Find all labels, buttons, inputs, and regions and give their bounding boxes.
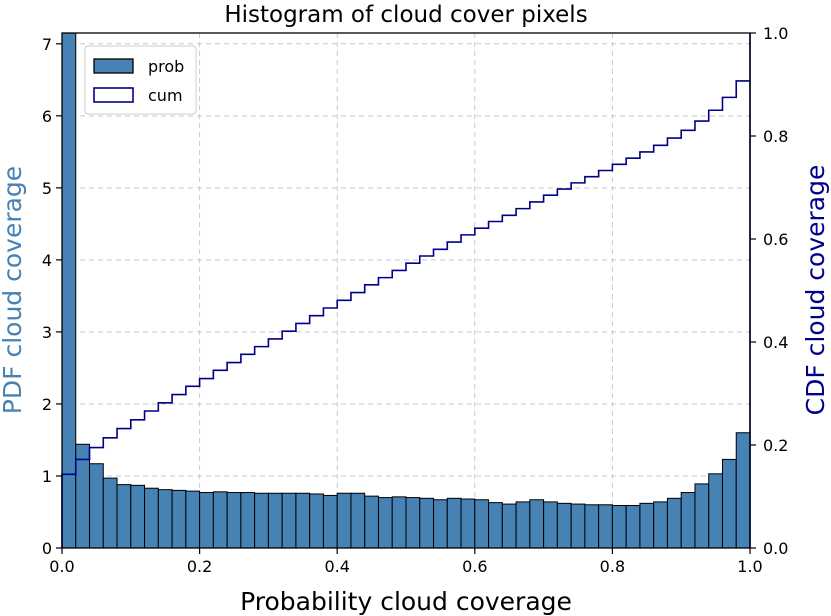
y-axis-left-label: PDF cloud coverage (0, 166, 27, 414)
y-left-tick-label: 3 (42, 323, 52, 342)
y-right-tick-label: 0.2 (763, 436, 788, 455)
histogram-bar (364, 495, 379, 549)
axes-frame (61, 32, 751, 549)
histogram-bar (639, 502, 655, 549)
histogram-bar (584, 504, 600, 549)
pdf-bars (61, 32, 751, 549)
y-right-tick-label: 0.8 (763, 127, 788, 146)
histogram-bar (680, 492, 696, 549)
histogram-bar (625, 505, 641, 549)
histogram-bar (309, 493, 324, 549)
histogram-bar (350, 492, 366, 549)
y-left-tick-label: 7 (42, 35, 52, 54)
x-tick-label: 0.2 (187, 557, 212, 576)
y-right-tick-label: 0.4 (763, 333, 788, 352)
histogram-bar (446, 497, 462, 549)
y-left-tick-label: 6 (42, 107, 52, 126)
histogram-bar (267, 492, 283, 549)
y-right-tick-label: 0.6 (763, 230, 788, 249)
histogram-bar (529, 499, 545, 549)
histogram-bar (322, 494, 338, 549)
histogram-bar (666, 497, 682, 549)
y-left-tick-label: 2 (42, 395, 52, 414)
legend-prob-swatch (93, 58, 134, 74)
histogram-bar (295, 492, 311, 549)
histogram-bar (433, 499, 448, 549)
legend-cum-label: cum (148, 86, 183, 105)
histogram-bar (61, 32, 77, 549)
histogram-bar (336, 492, 352, 549)
y-right-tick-label: 0.0 (763, 539, 788, 558)
histogram-bar (735, 432, 751, 549)
histogram-bar (474, 499, 490, 549)
histogram-bar (185, 490, 201, 549)
x-tick-label: 0.4 (324, 557, 349, 576)
histogram-bar (199, 492, 214, 549)
histogram-bar (419, 497, 435, 549)
y-left-tick-label: 0 (42, 539, 52, 558)
histogram-bar (405, 497, 421, 549)
histogram-bar (515, 501, 531, 549)
histogram-bar (501, 503, 517, 549)
y-left-tick-label: 1 (42, 467, 52, 486)
x-axis-label: Probability cloud coverage (240, 587, 572, 616)
x-tick-label: 0.0 (49, 557, 74, 576)
histogram-bar (102, 477, 118, 549)
x-tick-label: 0.6 (462, 557, 487, 576)
legend-prob-label: prob (148, 57, 184, 76)
x-tick-label: 0.8 (600, 557, 625, 576)
histogram-bar (130, 484, 146, 549)
y-right-tick-label: 1.0 (763, 24, 788, 43)
histogram-bar (556, 502, 572, 549)
histogram-bar (460, 498, 476, 549)
histogram-bar (598, 504, 613, 549)
x-tick-label: 1.0 (737, 557, 762, 576)
y-axis-right-label: CDF cloud coverage (801, 165, 830, 416)
histogram-bar (281, 492, 297, 549)
histogram-bar (89, 463, 104, 549)
legend: prob cum (84, 45, 197, 115)
axis-ticks: 0.0 0.2 0.4 0.6 0.8 1.0 0 1 2 3 4 5 6 7 0.0 0.2 0.4 0.6 0.… (42, 24, 789, 576)
y-left-tick-label: 5 (42, 179, 52, 198)
legend-cum-swatch (93, 87, 134, 103)
histogram-bar (171, 489, 187, 549)
cdf-step-line (61, 33, 751, 548)
histogram-bar (708, 473, 723, 549)
histogram-bar (611, 505, 627, 549)
histogram-bar (157, 489, 173, 549)
histogram-bar (543, 501, 558, 549)
histogram-bar (721, 458, 737, 549)
histogram-bar (212, 491, 228, 549)
histogram-bar (377, 497, 393, 549)
histogram-bar (144, 487, 159, 549)
histogram-bar (653, 501, 668, 549)
histogram-bar (694, 483, 710, 549)
chart-title: Histogram of cloud cover pixels (224, 2, 587, 28)
y-left-tick-label: 4 (42, 251, 52, 270)
histogram-bar (240, 492, 256, 549)
histogram-bar (226, 492, 242, 549)
histogram-bar (254, 492, 269, 549)
histogram-bar (570, 503, 586, 549)
histogram-bar (488, 502, 503, 549)
histogram-bar (116, 484, 132, 549)
histogram-bar (391, 496, 407, 549)
